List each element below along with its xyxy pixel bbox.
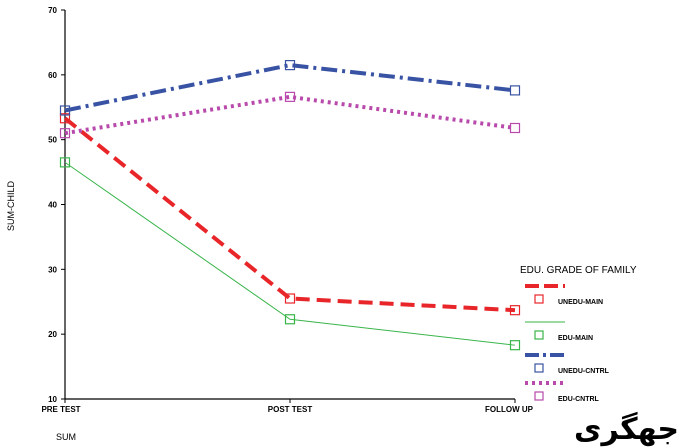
legend-label: UNEDU-CNTRL [558,368,610,375]
series-markers [59,60,521,351]
x-tick-label: FOLLOW UP [485,405,534,414]
y-tick-label: 50 [48,136,57,145]
legend: UNEDU-MAIN EDU-MAIN UNEDU-CNTRL EDU-CNTRL [525,284,610,403]
legend-title: EDU. GRADE OF FAMILY [520,265,637,276]
series-line-unedu-main [63,116,516,313]
x-ticks: PRE TEST POST TEST FOLLOW UP [41,399,534,414]
legend-label: EDU-MAIN [558,335,593,342]
data-point-marker [284,293,296,304]
caption-text: SUM [56,432,76,442]
series-line-edu-main [64,161,516,346]
legend-label: EDU-CNTRL [558,396,600,403]
series-lines [63,63,516,346]
series-line-unedu-cntrl [64,63,516,113]
y-tick-label: 30 [48,265,57,274]
y-tick-label: 10 [48,395,57,404]
x-tick-label: POST TEST [268,405,313,414]
data-point-marker [59,105,71,116]
data-point-marker [284,91,296,102]
x-tick-label: PRE TEST [41,405,80,414]
persian-text-fragment: جهگری [573,412,679,447]
legend-marker [534,391,544,401]
data-point-marker [284,60,296,71]
legend-marker [534,330,544,340]
legend-marker [534,363,544,373]
data-point-marker [284,314,296,325]
legend-label: UNEDU-MAIN [558,299,603,306]
y-tick-label: 40 [48,201,57,210]
series-line-edu-cntrl [64,94,516,136]
y-ticks: 10 20 30 40 50 60 70 [48,6,65,404]
y-tick-label: 20 [48,330,57,339]
y-tick-label: 70 [48,6,57,15]
data-point-marker [59,113,71,124]
data-point-marker [509,122,521,134]
axes [64,10,515,400]
data-point-marker [509,85,521,96]
data-point-marker [59,128,71,139]
data-point-marker [509,305,521,316]
y-tick-label: 60 [48,71,57,80]
data-point-marker [509,340,521,351]
y-axis-label: SUM-CHILD [6,181,16,232]
data-point-marker [59,157,71,168]
legend-marker [534,294,544,304]
